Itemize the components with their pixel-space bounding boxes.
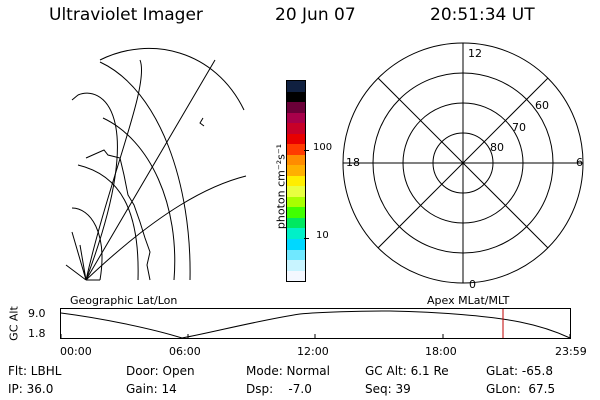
colorbar-swatch (287, 207, 305, 218)
status-seq: Seq: 39 (365, 382, 411, 396)
status-filter: Flt: LBHL (8, 364, 62, 378)
longitude-line-2 (85, 59, 143, 281)
colorbar (286, 80, 306, 282)
longitude-line-1 (71, 92, 118, 281)
mlt-label-0: 0 (469, 278, 476, 291)
convergence-lines (65, 231, 100, 281)
coastline (85, 149, 151, 281)
mlt-label-6: 6 (576, 156, 583, 169)
status-glat: GLat: -65.8 (486, 364, 553, 378)
status-glon: GLon: 67.5 (486, 382, 556, 396)
latitude-arc-outer (99, 47, 245, 111)
status-gc-alt: GC Alt: 6.1 Re (365, 364, 449, 378)
colorbar-label-100: 100 (313, 142, 333, 153)
status-gain: Gain: 14 (126, 382, 177, 396)
altitude-curve (60, 310, 571, 339)
status-mode: Mode: Normal (246, 364, 330, 378)
time-tick-0600: 06:00 (169, 345, 201, 358)
colorbar-swatch (287, 133, 305, 145)
mlat-label-60: 60 (535, 99, 549, 112)
mlat-label-80: 80 (490, 141, 504, 154)
colorbar-swatch (287, 112, 305, 124)
time-tick-0000: 00:00 (60, 345, 92, 358)
altitude-plot (60, 308, 571, 339)
colorbar-swatch (287, 228, 305, 239)
alt-tick-label-9: 9.0 (28, 307, 46, 320)
apex-label: Apex MLat/MLT (427, 294, 510, 307)
time-tick-1800: 18:00 (425, 345, 457, 358)
longitude-line-3 (85, 59, 216, 281)
colorbar-swatch (287, 81, 305, 92)
latitude-arc-4 (71, 207, 103, 281)
colorbar-swatch (287, 102, 305, 113)
mlt-label-12: 12 (468, 47, 482, 60)
mlat-label-70: 70 (512, 121, 526, 134)
geographic-map-panel (65, 47, 247, 281)
colorbar-swatch (287, 154, 305, 166)
colorbar-swatch (287, 270, 305, 282)
colorbar-swatch (287, 196, 305, 208)
polar-mlat-mlt-plot (342, 42, 584, 284)
colorbar-tick-10 (304, 238, 309, 239)
small-island (199, 117, 205, 127)
gc-alt-axis-title: GC Alt (7, 306, 21, 341)
time-label: 20:51:34 UT (430, 5, 535, 25)
colorbar-swatch (287, 186, 305, 197)
alt-tick-label-1.8: 1.8 (28, 327, 46, 340)
colorbar-swatch (287, 217, 305, 229)
colorbar-swatch (287, 165, 305, 176)
status-ip: IP: 36.0 (8, 382, 54, 396)
status-dsp: Dsp: -7.0 (246, 382, 312, 396)
latitude-arc-3 (77, 164, 139, 281)
colorbar-swatch (287, 238, 305, 250)
colorbar-tick-100 (304, 150, 309, 151)
date-label: 20 Jun 07 (275, 5, 356, 25)
geographic-label: Geographic Lat/Lon (70, 294, 178, 307)
longitude-line-4 (85, 175, 247, 281)
colorbar-swatch (287, 260, 305, 271)
time-tick-2359: 23:59 (555, 345, 587, 358)
altitude-plot-frame (60, 308, 571, 339)
colorbar-swatch (287, 123, 305, 134)
instrument-title: Ultraviolet Imager (49, 5, 203, 25)
latitude-arc-1 (99, 61, 191, 281)
colorbar-label-10: 10 (316, 230, 329, 241)
colorbar-swatch (287, 91, 305, 103)
status-door: Door: Open (126, 364, 195, 378)
colorbar-unit-label: photon cm⁻²s⁻¹ (274, 143, 288, 230)
colorbar-swatch (287, 144, 305, 155)
time-tick-1200: 12:00 (297, 345, 329, 358)
latitude-arc-2 (102, 117, 176, 281)
mlt-diagonal-2 (377, 77, 549, 249)
colorbar-swatch (287, 175, 305, 187)
colorbar-swatch (287, 249, 305, 261)
mlt-label-18: 18 (346, 156, 360, 169)
